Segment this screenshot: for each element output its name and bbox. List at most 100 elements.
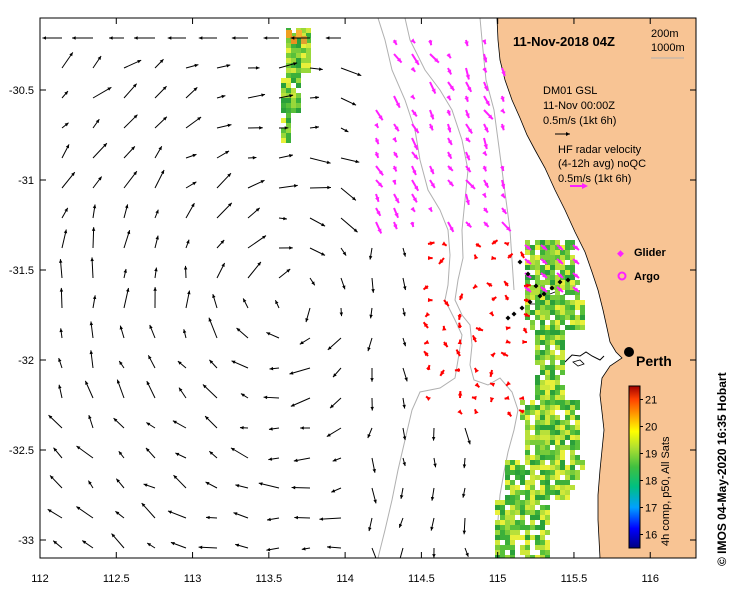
hf-radar-arrow — [482, 67, 488, 73]
sst-pixel — [555, 355, 560, 360]
sst-pixel — [291, 63, 296, 68]
sst-pixel — [580, 465, 585, 470]
velocity-arrow — [290, 397, 311, 407]
velocity-arrow — [61, 229, 68, 249]
velocity-arrow — [231, 360, 249, 369]
red-arrow — [522, 327, 528, 334]
sst-pixel — [525, 555, 530, 558]
velocity-arrow — [371, 277, 375, 293]
hf-radar-arrow — [572, 272, 580, 279]
x-tick-label: 114.5 — [408, 573, 435, 585]
velocity-arrow — [230, 447, 249, 459]
sst-pixel — [540, 415, 545, 420]
hf-radar-arrow — [375, 193, 380, 203]
red-arrow — [519, 395, 525, 401]
velocity-arrow — [61, 207, 69, 219]
velocity-arrow — [216, 123, 232, 129]
velocity-arrow — [247, 93, 266, 99]
sst-pixel — [555, 445, 560, 450]
velocity-arrow — [402, 307, 406, 317]
hf-radar-arrow — [483, 137, 488, 150]
sst-pixel — [545, 335, 550, 340]
sst-pixel — [530, 525, 535, 530]
red-arrow — [438, 257, 445, 265]
sst-pixel — [296, 43, 301, 48]
sst-pixel — [540, 305, 545, 310]
sst-pixel — [560, 470, 565, 475]
sst-pixel — [565, 410, 570, 415]
sst-pixel — [550, 490, 555, 495]
sst-pixel — [535, 245, 540, 250]
red-arrow — [491, 255, 497, 261]
velocity-arrow — [146, 422, 156, 429]
sst-pixel — [565, 275, 570, 280]
velocity-arrow — [205, 481, 218, 489]
sst-pixel — [306, 33, 311, 38]
glider-point — [511, 311, 517, 317]
sst-pixel — [575, 320, 580, 325]
sst-pixel — [520, 510, 525, 515]
velocity-arrow — [369, 307, 373, 319]
hf-radar-arrow — [375, 207, 382, 217]
sst-pixel — [291, 43, 296, 48]
sst-pixel — [515, 530, 520, 535]
hf-radar-arrow — [524, 244, 532, 251]
velocity-arrow — [216, 262, 226, 279]
velocity-arrow — [278, 216, 288, 221]
velocity-arrow — [123, 170, 138, 189]
velocity-arrow — [76, 445, 94, 459]
perth-label: Perth — [636, 353, 672, 369]
velocity-arrow — [309, 185, 331, 190]
velocity-arrow — [329, 397, 342, 409]
sst-pixel — [525, 410, 530, 415]
sst-pixel — [540, 405, 545, 410]
glider-point — [517, 259, 523, 265]
sst-pixel — [555, 240, 560, 245]
sst-pixel — [545, 470, 550, 475]
sst-pixel — [286, 58, 291, 63]
perth-marker — [624, 347, 634, 357]
sst-pixel — [505, 510, 510, 515]
sst-pixel — [505, 470, 510, 475]
sst-pixel — [535, 380, 540, 385]
sst-pixel — [570, 260, 575, 265]
sst-pixel — [510, 535, 515, 540]
hf-radar-arrow — [483, 95, 491, 107]
sst-pixel — [296, 93, 301, 98]
sst-pixel — [291, 98, 296, 103]
velocity-arrow — [147, 355, 156, 369]
sst-pixel-warm — [286, 30, 292, 38]
sst-pixel — [530, 400, 535, 405]
sst-pixel — [570, 275, 575, 280]
sst-pixel — [286, 113, 291, 118]
velocity-arrow — [239, 426, 249, 430]
x-tick-label: 116 — [641, 573, 659, 585]
sst-pixel-warm — [291, 36, 297, 44]
sst-pixel — [505, 555, 510, 558]
velocity-arrow — [92, 118, 100, 129]
sst-pixel — [535, 335, 540, 340]
colorbar-tick-label: 21 — [645, 395, 657, 407]
hf-radar-arrow — [465, 221, 472, 229]
sst-pixel — [555, 295, 560, 300]
sst-pixel — [296, 108, 301, 113]
velocity-arrow — [301, 547, 311, 551]
sst-pixel — [291, 48, 296, 53]
sst-pixel — [291, 73, 296, 78]
velocity-arrow — [59, 287, 64, 309]
hf-radar-arrow — [481, 192, 487, 199]
depth-legend-1000m: 1000m — [651, 42, 685, 54]
sst-pixel — [530, 310, 535, 315]
velocity-arrow — [274, 299, 280, 309]
sst-pixel — [510, 460, 515, 465]
sst-pixel — [545, 370, 550, 375]
sst-pixel — [291, 33, 296, 38]
velocity-arrow — [61, 144, 70, 159]
sst-pixel — [565, 280, 570, 285]
sst-pixel — [560, 465, 565, 470]
colorbar-tick-label: 17 — [645, 503, 657, 515]
velocity-arrow — [464, 427, 471, 445]
sst-pixel — [550, 400, 555, 405]
sst-pixel — [565, 470, 570, 475]
sst-pixel — [510, 480, 515, 485]
